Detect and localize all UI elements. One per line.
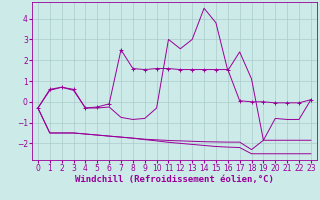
- X-axis label: Windchill (Refroidissement éolien,°C): Windchill (Refroidissement éolien,°C): [75, 175, 274, 184]
